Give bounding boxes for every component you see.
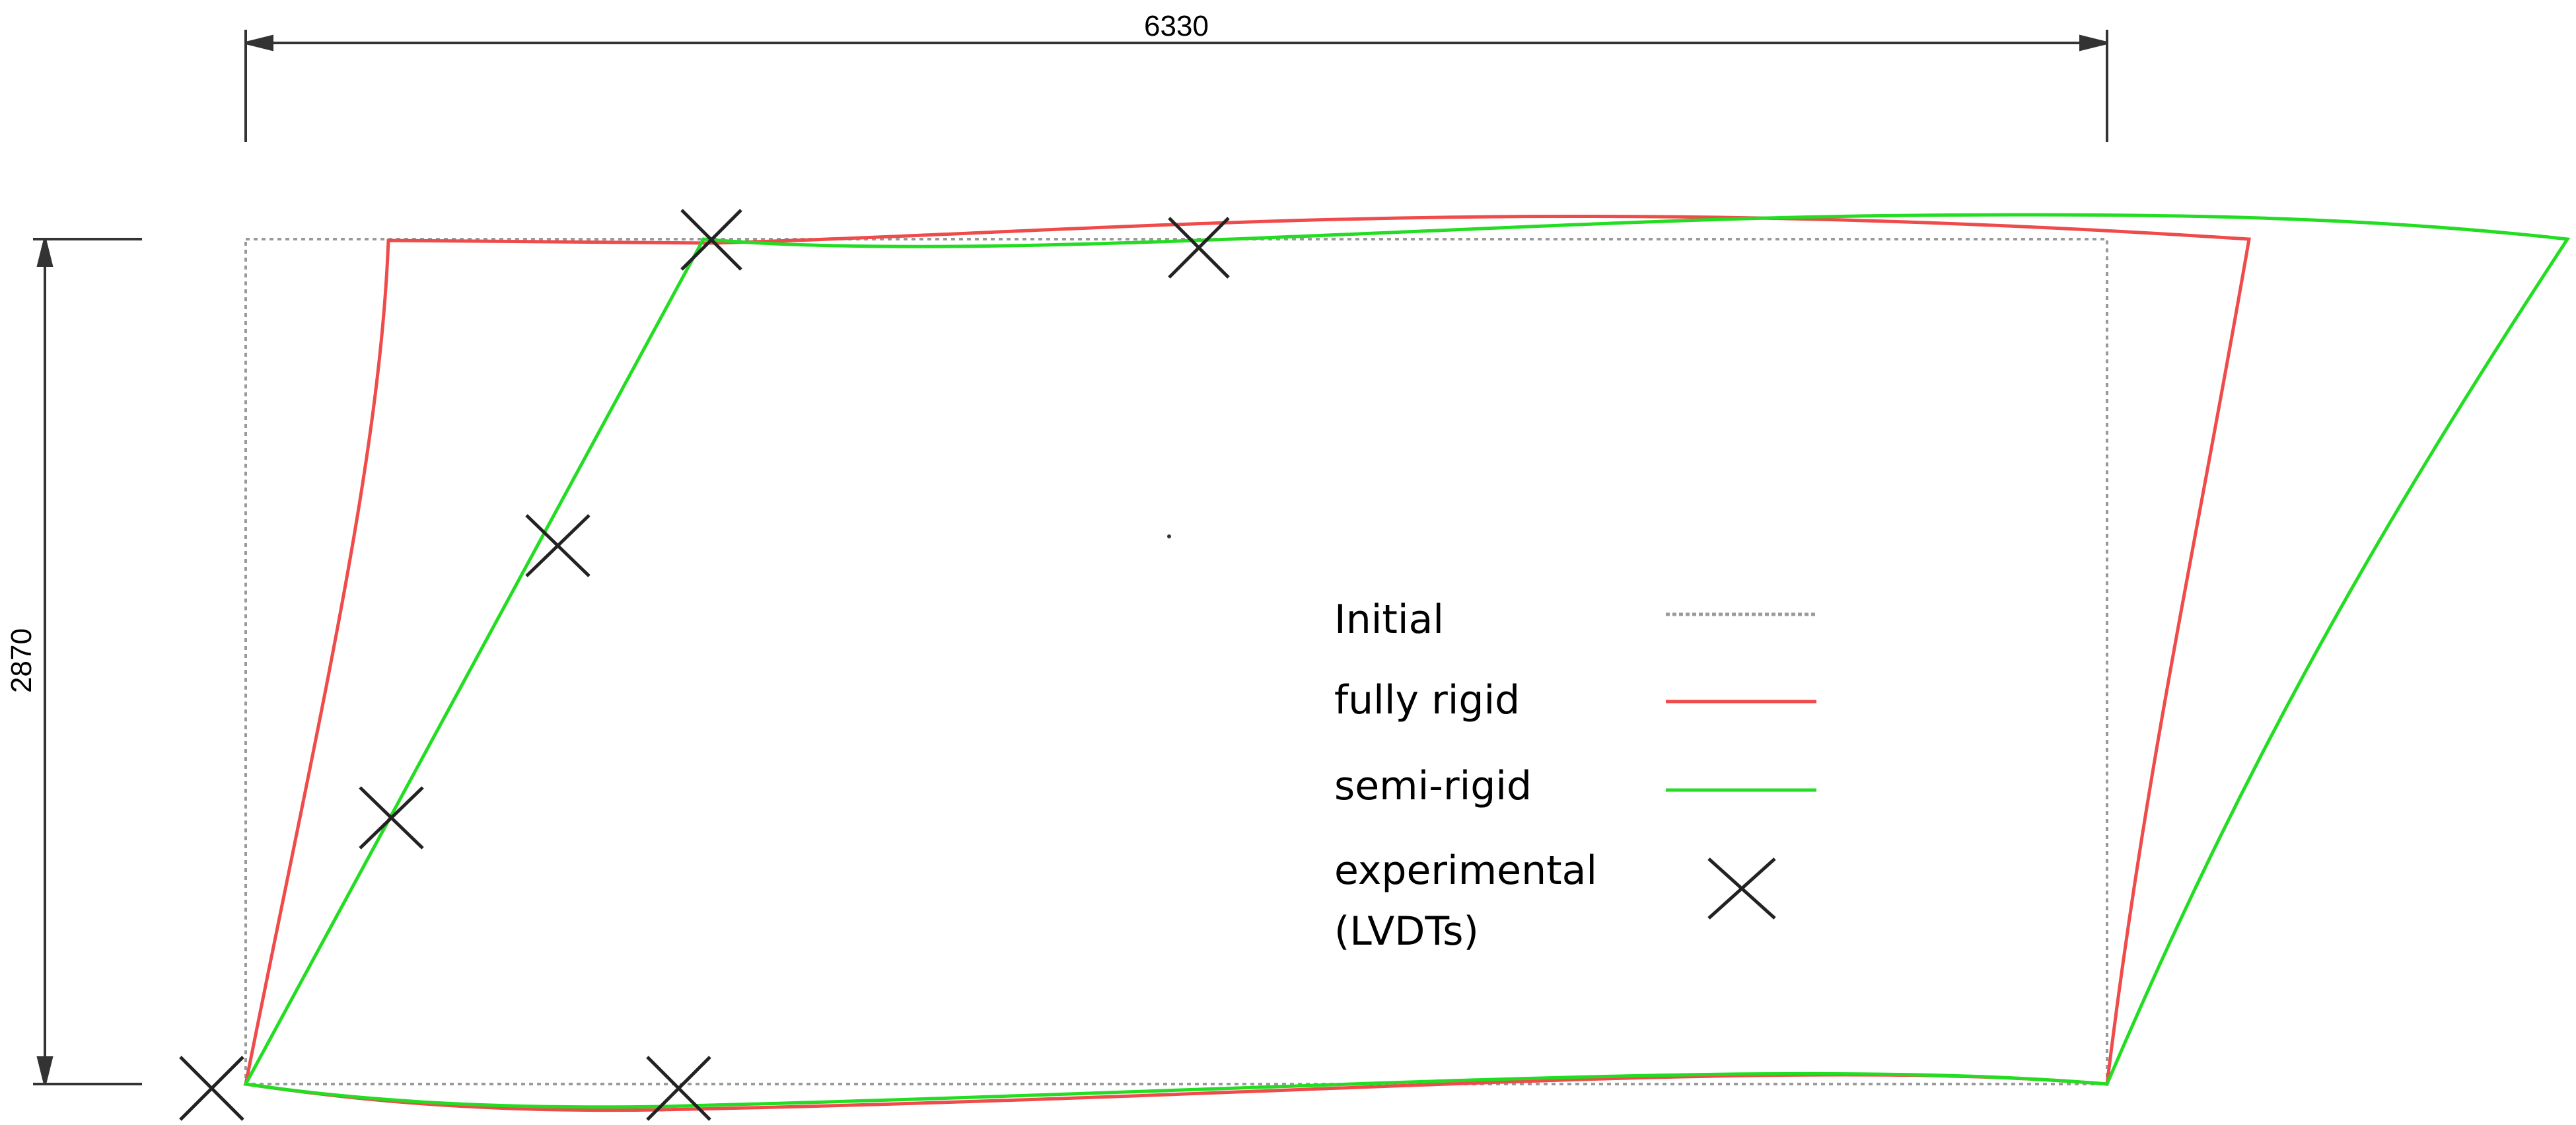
initial-frame	[244, 238, 2108, 1085]
height-dimension	[33, 238, 142, 1085]
legend-experimental-label: experimental	[1334, 848, 1597, 894]
height-arrow-top	[36, 238, 54, 267]
lvdt-marker-left-2	[359, 786, 424, 850]
lvdt-marker-left-1	[525, 514, 590, 577]
legend-fully-rigid-label: fully rigid	[1334, 677, 1520, 723]
width-arrow-right	[2079, 34, 2108, 52]
width-dimension	[244, 30, 2108, 142]
height-dimension-label: 2870	[5, 628, 38, 693]
width-dimension-label: 6330	[1144, 10, 1209, 42]
height-arrow-bottom	[36, 1056, 54, 1085]
legend-experimental-x-icon	[1707, 857, 1776, 920]
legend-initial-label: Initial	[1334, 597, 1444, 643]
experimental-markers	[179, 209, 1230, 1121]
center-dot	[1167, 534, 1171, 538]
lvdt-marker-bottom-mid	[646, 1056, 711, 1121]
legend: Initial fully rigid semi-rigid experimen…	[1334, 597, 1816, 955]
semi-rigid-shape	[243, 213, 2571, 1109]
lvdt-marker-top-1	[680, 209, 742, 271]
fully-rigid-shape	[244, 214, 2251, 1112]
lvdt-marker-bottom-left	[179, 1056, 244, 1121]
width-arrow-left	[245, 34, 273, 52]
lvdt-marker-top-2	[1168, 217, 1230, 279]
legend-experimental-label-2: (LVDTs)	[1334, 908, 1479, 955]
legend-semi-rigid-label: semi-rigid	[1334, 763, 1532, 809]
